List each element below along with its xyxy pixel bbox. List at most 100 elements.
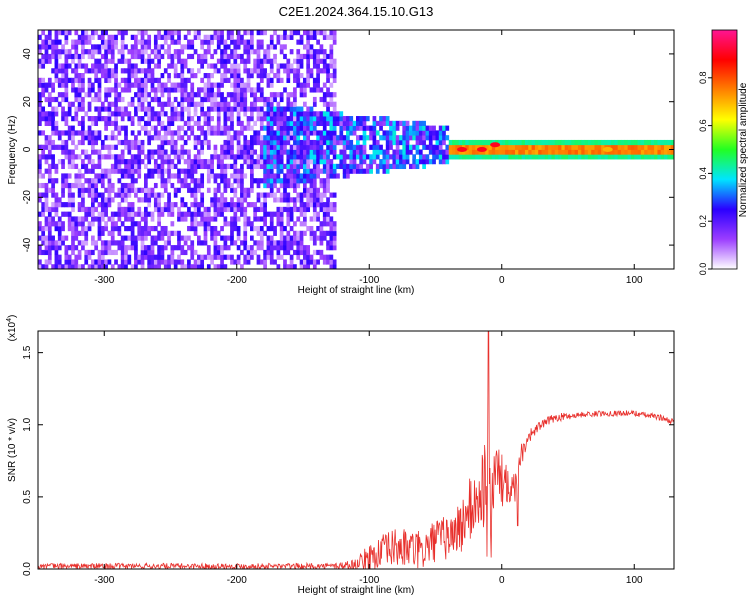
- spectrogram-cell: [365, 125, 370, 131]
- spectrogram-cell: [319, 254, 324, 260]
- spectrogram-cell: [293, 240, 297, 246]
- spectrogram-cell: [276, 63, 281, 69]
- spectrogram-cell: [193, 92, 198, 98]
- spectrogram-cell: [246, 44, 251, 50]
- spectrogram-cell: [223, 163, 228, 170]
- spectrogram-cell: [326, 116, 330, 122]
- spectrogram-cell: [462, 149, 466, 155]
- spectrogram-cell: [223, 120, 228, 126]
- spectrogram-cell: [259, 149, 264, 155]
- spectrogram-cell: [163, 202, 168, 208]
- spectrogram-cell: [568, 149, 572, 155]
- spectrogram-cell: [624, 149, 629, 155]
- spectrogram-cell: [210, 125, 214, 131]
- spectrogram-cell: [137, 106, 142, 112]
- spectrogram-cell: [150, 192, 155, 198]
- spectrogram-cell: [432, 144, 436, 150]
- spectrogram-cell: [528, 139, 532, 146]
- spectrogram-cell: [269, 135, 274, 141]
- y-tick-label: 1.5: [22, 345, 33, 359]
- spectrogram-cell: [44, 202, 49, 208]
- spectrogram-cell: [213, 178, 218, 184]
- spectrogram-cell: [71, 139, 75, 146]
- spectrogram-cell: [97, 178, 102, 184]
- snr-y-label: SNR (10 * v/v): [7, 418, 18, 482]
- spectrogram-cell: [127, 259, 132, 265]
- spectrogram-cell: [230, 92, 234, 98]
- spectrogram-cell: [332, 139, 337, 146]
- spectrogram-cell: [134, 144, 138, 150]
- spectrogram-cell: [306, 39, 311, 45]
- spectrogram-cell: [316, 77, 320, 83]
- spectrogram-cell: [332, 73, 337, 79]
- spectrogram-cell: [220, 249, 224, 256]
- spectrogram-cell: [104, 39, 108, 45]
- spectrogram-cell: [183, 240, 188, 246]
- spectrogram-cell: [61, 211, 65, 217]
- spectrogram-cell: [71, 216, 75, 222]
- spectrogram-cell: [286, 230, 291, 236]
- spectrogram-cell: [41, 87, 46, 93]
- spectrogram-cell: [47, 58, 52, 64]
- spectrogram-cell: [38, 44, 42, 50]
- spectrogram-cell: [51, 192, 55, 198]
- spectrogram-cell: [312, 30, 317, 36]
- spectrogram-cell: [243, 44, 248, 50]
- spectrogram-cell: [100, 101, 105, 107]
- spectrogram-cell: [71, 235, 75, 241]
- spectrogram-cell: [167, 168, 171, 174]
- spectrogram-cell: [246, 77, 251, 83]
- spectrogram-cell: [382, 159, 387, 165]
- spectrogram-cell: [230, 225, 234, 232]
- spectrogram-cell: [286, 240, 291, 246]
- spectrogram-cell: [296, 197, 301, 203]
- spectrogram-cell: [442, 135, 446, 141]
- spectrogram-cell: [81, 230, 85, 236]
- spectrogram-cell: [283, 34, 287, 40]
- spectrogram-cell: [163, 30, 168, 36]
- spectrogram-cell: [183, 249, 188, 256]
- spectrogram-cell: [130, 163, 135, 170]
- spectrogram-cell: [233, 92, 238, 98]
- x-tick-label: 100: [626, 575, 643, 586]
- spectrogram-cell: [206, 96, 211, 103]
- spectrogram-cell: [316, 139, 320, 146]
- spectrogram-cell: [256, 230, 261, 236]
- spectrogram-cell: [77, 53, 82, 60]
- spectrogram-cell: [332, 173, 337, 179]
- spectrogram-cell: [329, 149, 334, 155]
- spectrogram-cell: [283, 197, 287, 203]
- spectrogram-cell: [554, 149, 559, 155]
- spectrogram-cell: [240, 240, 244, 246]
- spectrogram-cell: [190, 39, 195, 45]
- spectrogram-cell: [67, 264, 72, 269]
- spectrogram-cell: [81, 39, 85, 45]
- spectrogram-cell: [303, 259, 307, 265]
- spectrogram-cell: [250, 116, 254, 122]
- spectrogram-cell: [144, 173, 148, 179]
- spectrogram-cell: [293, 230, 297, 236]
- spectrogram-cell: [144, 254, 148, 260]
- spectrogram-cell: [160, 163, 165, 170]
- spectrogram-cell: [339, 111, 344, 117]
- spectrogram-cell: [521, 139, 526, 146]
- spectrogram-cell: [81, 101, 85, 107]
- spectrogram-cell: [273, 159, 277, 165]
- spectrogram-cell: [246, 221, 251, 227]
- spectrogram-cell: [81, 197, 85, 203]
- spectrogram-cell: [216, 182, 221, 189]
- spectrogram-cell: [273, 173, 277, 179]
- spectrogram-cell: [253, 101, 258, 107]
- spectrogram-cell: [283, 249, 287, 256]
- spectrogram-cell: [177, 230, 181, 236]
- spectrogram-cell: [206, 264, 211, 269]
- spectrogram-cell: [107, 87, 112, 93]
- spectrogram-cell: [303, 149, 307, 155]
- spectrogram-cell: [435, 154, 440, 160]
- spectrogram-cell: [47, 34, 52, 40]
- spectrogram-cell: [120, 39, 125, 45]
- spectrogram-cell: [177, 30, 181, 36]
- spectrogram-cell: [150, 225, 155, 232]
- spectrogram-cell: [183, 168, 188, 174]
